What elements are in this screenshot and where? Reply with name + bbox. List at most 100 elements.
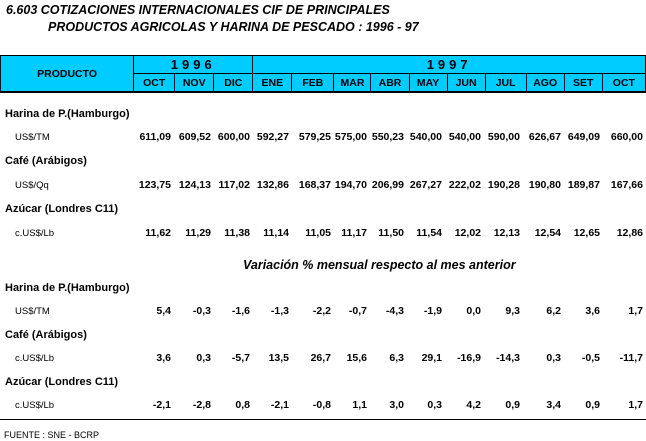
value-cell: 11,38 <box>224 227 250 239</box>
value-cell: 189,87 <box>567 179 600 191</box>
product-name: Harina de P.(Hamburgo) <box>5 108 130 120</box>
value-cell: -14,3 <box>496 352 520 364</box>
value-cell: 123,75 <box>138 179 171 191</box>
value-cell: -11,7 <box>619 352 643 364</box>
value-cell: -1,6 <box>231 305 250 317</box>
value-cell: 6,3 <box>389 352 404 364</box>
header-year-1997: 1997 <box>252 55 646 74</box>
value-cell: 9,3 <box>505 305 520 317</box>
product-name: Café (Arábigos) <box>5 155 87 167</box>
unit-label: c.US$/Lb <box>15 353 55 364</box>
table-row: 611,09 609,52 600,00 592,27 579,25 575,00 550,… <box>0 131 646 145</box>
report-title-line-1: 6.603 COTIZACIONES INTERNACIONALES CIF D… <box>6 3 390 17</box>
value-cell: 611,09 <box>139 131 171 143</box>
month-header-cell: JUN <box>446 73 486 93</box>
value-cell: 168,37 <box>298 179 331 191</box>
value-cell: -0,8 <box>312 399 331 411</box>
value-cell: 6,2 <box>546 305 561 317</box>
value-cell: 132,86 <box>256 179 289 191</box>
value-cell: 11,29 <box>185 227 211 239</box>
value-cell: 13,5 <box>268 352 289 364</box>
value-cell: 579,25 <box>298 131 331 143</box>
value-cell: -4,3 <box>385 305 404 317</box>
value-cell: 0,3 <box>427 399 442 411</box>
header-year-1996: 1996 <box>133 55 253 74</box>
unit-label: US$/Qq <box>15 180 49 191</box>
unit-label: US$/TM <box>15 306 50 317</box>
month-header-cell: NOV <box>174 73 214 93</box>
product-name: Café (Arábigos) <box>5 329 87 341</box>
value-cell: -2,8 <box>192 399 211 411</box>
value-cell: 0,9 <box>505 399 520 411</box>
month-header-row: OCT NOV DIC ENE FEB MAR ABR MAY JUN JUL AGO SET OCT <box>1 73 646 93</box>
variation-title: Variación % mensual respecto al mes ante… <box>243 258 516 272</box>
value-cell: 609,52 <box>178 131 211 143</box>
product-name: Azúcar (Londres C11) <box>5 376 119 388</box>
header-table: PRODUCTO 1996 1997 OCT NOV DIC ENE FEB MAR ABR… <box>0 55 646 93</box>
value-cell: -2,1 <box>270 399 289 411</box>
value-cell: 4,2 <box>466 399 481 411</box>
value-cell: 1,7 <box>628 305 643 317</box>
value-cell: -5,7 <box>231 352 250 364</box>
table-row: 123,75 124,13 117,02 132,86 168,37 194,70 206,… <box>0 179 646 193</box>
value-cell: 11,54 <box>416 227 442 239</box>
table-row: 5,4 -0,3 -1,6 -1,3 -2,2 -0,7 -4,3 -1,9 0,0 9,3 6,2… <box>0 305 646 319</box>
value-cell: 222,02 <box>448 179 481 191</box>
unit-label: c.US$/Lb <box>15 400 55 411</box>
month-header-cell: DIC <box>213 73 253 93</box>
value-cell: 0,3 <box>196 352 211 364</box>
value-cell: 117,02 <box>218 179 250 191</box>
value-cell: 540,00 <box>409 131 442 143</box>
value-cell: 11,50 <box>378 227 404 239</box>
value-cell: 124,13 <box>178 179 211 191</box>
report-title-line-2: PRODUCTOS AGRICOLAS Y HARINA DE PESCADO … <box>48 20 419 34</box>
unit-label: c.US$/Lb <box>15 228 55 239</box>
table-row: 3,6 0,3 -5,7 13,5 26,7 15,6 6,3 29,1 -16,9 -14,3 0… <box>0 352 646 366</box>
value-cell: 12,65 <box>573 227 600 239</box>
unit-label: US$/TM <box>15 132 50 143</box>
value-cell: 12,86 <box>616 227 643 239</box>
value-cell: 206,99 <box>371 179 404 191</box>
value-cell: -0,5 <box>581 352 600 364</box>
product-name: Harina de P.(Hamburgo) <box>5 282 130 294</box>
value-cell: 3,6 <box>156 352 171 364</box>
month-header-cell: JUL <box>484 73 527 93</box>
month-header-cell: SET <box>563 73 603 93</box>
value-cell: 3,6 <box>585 305 600 317</box>
month-header-cell: OCT <box>133 73 175 93</box>
month-header-cell: AGO <box>525 73 565 93</box>
bottom-rule <box>0 419 646 420</box>
value-cell: -0,7 <box>348 305 367 317</box>
header-producto: PRODUCTO <box>0 55 134 93</box>
value-cell: 3,4 <box>546 399 561 411</box>
value-cell: 167,66 <box>610 179 643 191</box>
month-header-cell: MAY <box>408 73 448 93</box>
year-1997-label: 1997 <box>426 57 472 72</box>
value-cell: 0,0 <box>466 305 481 317</box>
value-cell: 190,80 <box>528 179 561 191</box>
value-cell: 15,6 <box>346 352 367 364</box>
value-cell: 626,67 <box>528 131 561 143</box>
table-row: -2,1 -2,8 0,8 -2,1 -0,8 1,1 3,0 0,3 4,2 0,9 3,4 0,9… <box>0 399 646 413</box>
value-cell: 3,0 <box>389 399 404 411</box>
value-cell: -0,3 <box>192 305 211 317</box>
value-cell: 11,17 <box>341 227 367 239</box>
value-cell: 1,1 <box>352 399 367 411</box>
value-cell: 550,23 <box>371 131 404 143</box>
value-cell: 11,14 <box>263 227 289 239</box>
value-cell: 0,9 <box>585 399 600 411</box>
value-cell: -16,9 <box>457 352 481 364</box>
value-cell: 1,7 <box>628 399 643 411</box>
value-cell: 190,28 <box>487 179 520 191</box>
value-cell: 29,1 <box>421 352 442 364</box>
month-header-cell: FEB <box>291 73 334 93</box>
value-cell: 575,00 <box>334 131 367 143</box>
year-1996-label: 1996 <box>170 57 216 72</box>
value-cell: 540,00 <box>448 131 481 143</box>
value-cell: 649,09 <box>567 131 600 143</box>
month-header-cell: MAR <box>333 73 371 93</box>
value-cell: 12,54 <box>534 227 561 239</box>
value-cell: 267,27 <box>409 179 442 191</box>
month-header-cell: ABR <box>370 73 410 93</box>
value-cell: 26,7 <box>310 352 331 364</box>
